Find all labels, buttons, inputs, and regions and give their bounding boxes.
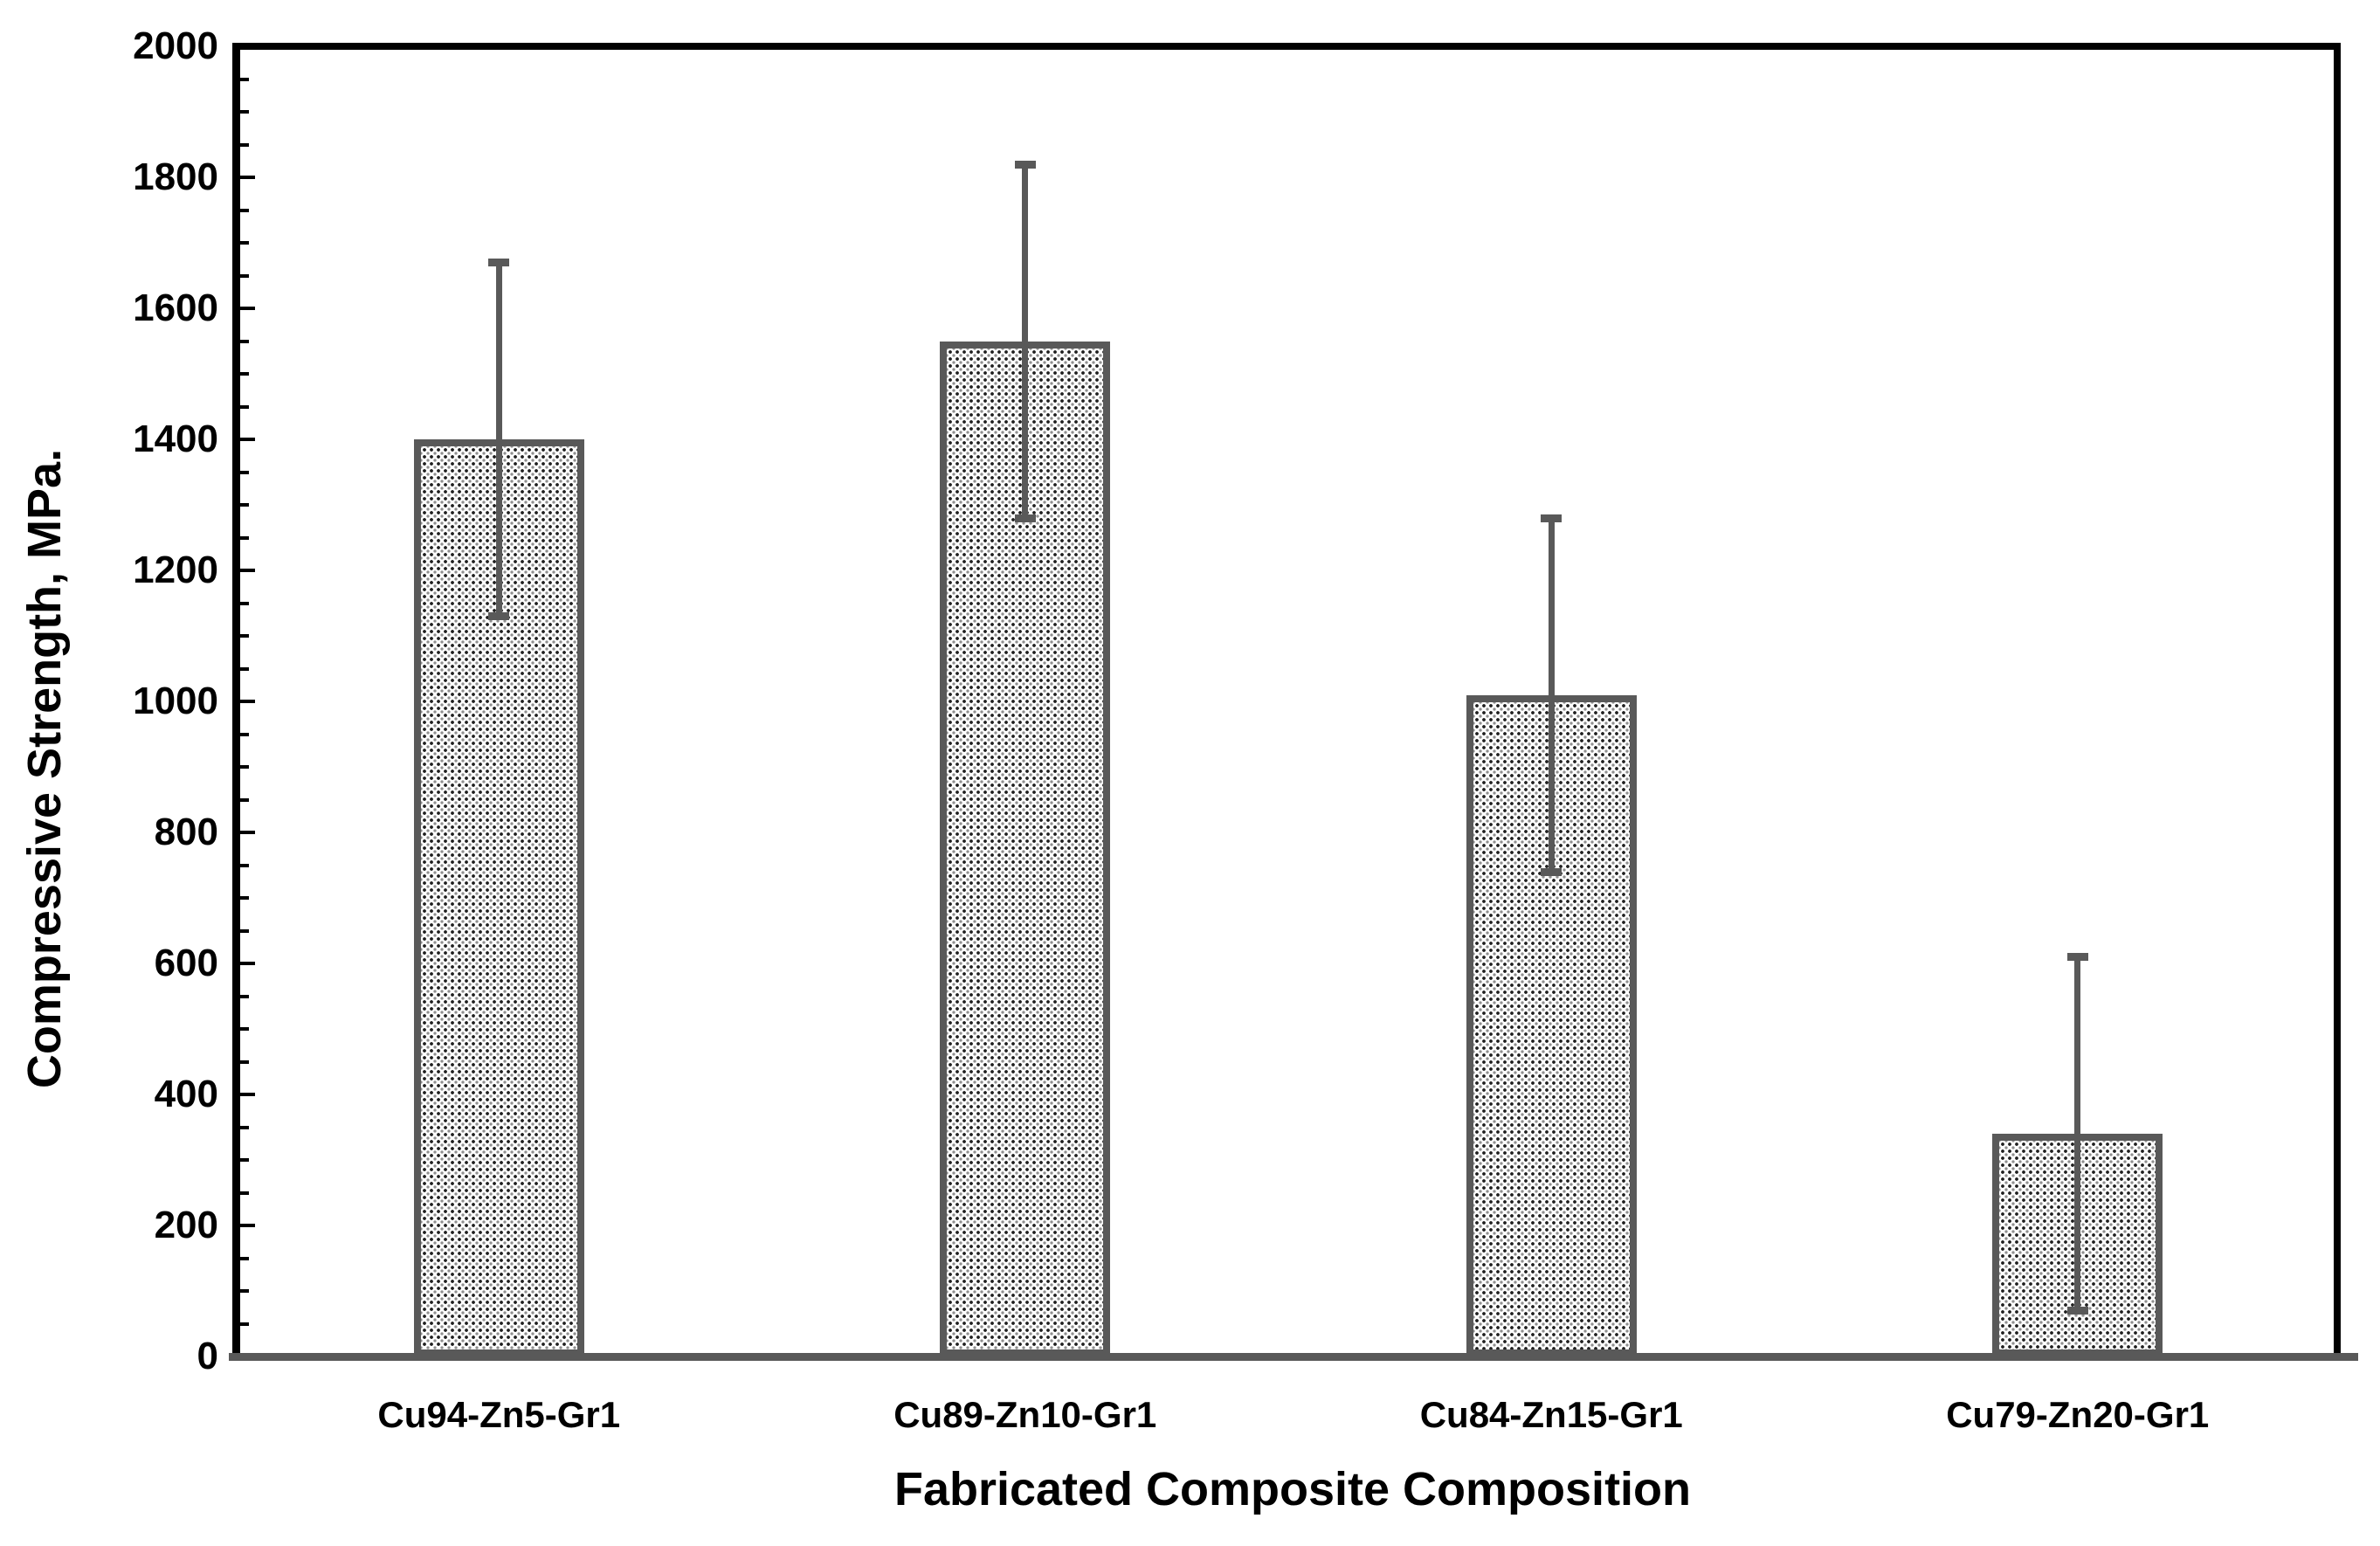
- error-bar-cap-top: [488, 259, 510, 266]
- y-axis-tick: [240, 77, 249, 81]
- error-bar-line: [1022, 164, 1029, 518]
- y-tick-label: 400: [154, 1073, 218, 1115]
- y-tick-label: 600: [154, 942, 218, 984]
- y-axis-title: Compressive Strength, MPa.: [18, 448, 71, 1089]
- y-axis-tick: [240, 404, 249, 409]
- y-tick-label: 2000: [133, 24, 218, 67]
- error-bar-cap-bottom: [1541, 867, 1563, 876]
- y-axis-tick: [240, 994, 249, 998]
- y-axis-tick: [240, 962, 255, 965]
- error-bar-cap-top: [1014, 160, 1036, 169]
- y-axis-tick: [240, 896, 249, 900]
- error-bar-line: [1548, 518, 1555, 872]
- y-axis-tick: [240, 307, 255, 310]
- y-axis-tick: [240, 1027, 249, 1031]
- y-tick-label: 200: [154, 1204, 218, 1246]
- y-tick-label: 0: [197, 1335, 218, 1377]
- y-axis-tick: [240, 732, 249, 736]
- y-axis-tick: [240, 1059, 249, 1064]
- error-bar-cap-bottom: [488, 612, 510, 620]
- error-bar-cap-top: [2066, 953, 2088, 961]
- y-axis-tick: [240, 1093, 255, 1096]
- y-axis-tick: [240, 110, 249, 114]
- y-axis-tick: [240, 928, 249, 933]
- y-axis-tick: [240, 1191, 249, 1195]
- y-tick-label: 800: [154, 811, 218, 853]
- error-bar-line: [495, 262, 502, 617]
- y-axis-tick: [240, 1125, 249, 1129]
- y-tick-label: 1400: [133, 418, 218, 460]
- y-axis-tick: [240, 273, 249, 278]
- y-axis-tick: [240, 372, 249, 376]
- y-axis-tick: [240, 601, 249, 605]
- y-tick-label: 1800: [133, 155, 218, 198]
- y-axis-tick: [240, 176, 255, 179]
- y-axis-tick: [240, 1224, 255, 1227]
- y-axis-tick: [240, 339, 249, 343]
- plot-area: [232, 43, 2341, 1356]
- y-axis-tick: [240, 1322, 249, 1326]
- y-axis-tick: [240, 438, 255, 441]
- y-tick-label: 1000: [133, 680, 218, 722]
- y-axis-tick: [240, 241, 249, 245]
- y-axis-tick: [240, 1158, 249, 1162]
- y-axis-tick: [240, 470, 249, 474]
- error-bar-line: [2074, 956, 2081, 1311]
- y-axis-tick: [240, 1289, 249, 1293]
- y-axis-tick: [240, 1256, 249, 1260]
- error-bar-cap-top: [1541, 514, 1563, 522]
- x-category-label: Cu94-Zn5-Gr1: [377, 1394, 621, 1435]
- y-axis-tick: [240, 503, 249, 507]
- y-axis-tick: [240, 535, 249, 540]
- y-axis-tick: [240, 700, 255, 703]
- y-axis-tick: [240, 863, 249, 867]
- y-axis-tick: [240, 569, 255, 572]
- x-category-label: Cu79-Zn20-Gr1: [1946, 1394, 2210, 1435]
- y-axis-tick: [240, 765, 249, 769]
- error-bar-cap-bottom: [2066, 1307, 2088, 1315]
- y-tick-label: 1200: [133, 549, 218, 591]
- error-bar-cap-bottom: [1014, 514, 1036, 522]
- y-axis-tick: [240, 831, 255, 834]
- y-axis-tick: [240, 45, 255, 48]
- y-axis-tick: [240, 634, 249, 638]
- y-axis-tick: [240, 666, 249, 671]
- y-axis-tick: [240, 208, 249, 212]
- x-category-label: Cu84-Zn15-Gr1: [1419, 1394, 1683, 1435]
- y-axis-tick: [240, 797, 249, 802]
- x-axis-title: Fabricated Composite Composition: [893, 1463, 1692, 1515]
- y-tick-label: 1600: [133, 286, 218, 329]
- x-axis-line: [229, 1353, 2358, 1361]
- x-category-label: Cu89-Zn10-Gr1: [893, 1394, 1157, 1435]
- y-axis-tick: [240, 142, 249, 147]
